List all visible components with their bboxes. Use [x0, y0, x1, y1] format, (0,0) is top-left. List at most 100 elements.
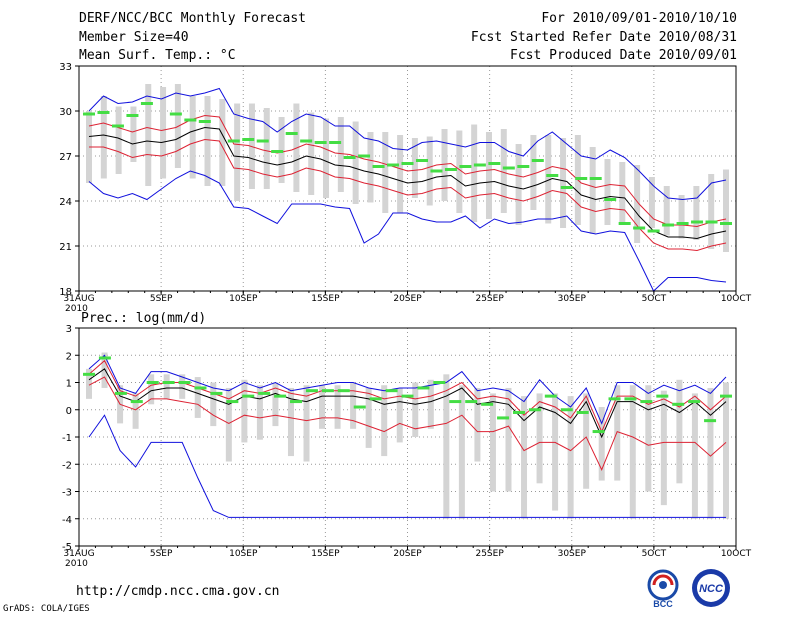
obs-marker	[372, 165, 385, 168]
member-range-bar	[101, 352, 108, 388]
obs-marker	[656, 394, 669, 398]
obs-marker	[444, 168, 457, 171]
obs-marker	[449, 400, 462, 404]
series-line-lower	[88, 376, 727, 471]
member-range-bar	[352, 121, 359, 204]
member-range-bar	[567, 396, 574, 519]
x-tick-label: 10SEP	[229, 294, 258, 304]
obs-marker	[126, 114, 139, 117]
member-range-bar	[691, 393, 698, 519]
obs-marker	[114, 391, 127, 395]
member-range-bar	[337, 117, 344, 192]
member-range-bar	[287, 387, 294, 457]
member-range-bar	[545, 135, 552, 224]
obs-marker	[305, 389, 318, 393]
obs-marker	[560, 186, 573, 189]
member-range-bar	[130, 106, 137, 162]
member-range-bar	[505, 387, 512, 492]
y-tick-label: 1	[66, 379, 72, 390]
obs-marker	[618, 222, 631, 225]
x-tick-label: 15SEP	[311, 549, 340, 559]
obs-marker	[640, 400, 653, 404]
member-range-bar	[708, 174, 715, 249]
obs-marker	[691, 220, 704, 224]
obs-marker	[488, 162, 501, 165]
obs-marker	[321, 389, 334, 393]
obs-marker	[274, 394, 287, 398]
member-range-bar	[381, 385, 388, 457]
obs-marker	[337, 389, 350, 393]
obs-marker	[497, 416, 510, 420]
member-range-bar	[115, 106, 122, 174]
panel-title: Prec.: log(mm/d)	[81, 311, 206, 326]
y-tick-label: 0	[66, 406, 72, 417]
forecast-period: For 2010/09/01-2010/10/10	[541, 11, 737, 26]
obs-marker	[314, 141, 327, 144]
member-range-bar	[189, 96, 196, 179]
obs-marker	[97, 111, 110, 114]
obs-marker	[226, 400, 239, 404]
obs-marker	[130, 400, 143, 404]
series-line-upper	[88, 114, 727, 228]
member-range-bar	[663, 186, 670, 236]
member-range-bar	[163, 374, 170, 399]
member-range-bar	[560, 138, 567, 228]
member-range-bar	[619, 162, 626, 225]
obs-marker	[705, 220, 718, 224]
obs-marker	[633, 226, 646, 230]
y-tick-label: 3	[66, 324, 72, 335]
member-range-bar	[148, 374, 155, 405]
obs-marker	[290, 400, 303, 404]
member-range-bar	[427, 379, 434, 429]
obs-marker	[83, 372, 95, 376]
y-tick-label: 33	[59, 62, 72, 73]
obs-marker	[704, 419, 717, 423]
obs-marker	[178, 381, 191, 384]
member-range-bar	[225, 387, 232, 462]
y-tick-label: 18	[59, 287, 72, 298]
obs-marker	[242, 394, 255, 398]
obs-marker	[300, 139, 313, 143]
member-range-bar	[323, 118, 330, 198]
obs-marker	[343, 156, 356, 159]
x-tick-label: 10OCT	[721, 294, 752, 304]
member-range-bar	[263, 108, 270, 189]
member-range-bar	[589, 147, 596, 234]
obs-marker	[258, 391, 271, 395]
member-range-bar	[179, 374, 186, 399]
footer-url[interactable]: http://cmdp.ncc.cma.gov.cn	[76, 584, 280, 599]
member-range-bar	[634, 165, 641, 243]
member-range-bar	[443, 374, 450, 519]
produced-date: Fcst Produced Date 2010/09/01	[510, 48, 737, 63]
member-range-bar	[145, 84, 152, 186]
x-tick-label: 30SEP	[558, 549, 587, 559]
member-range-bar	[676, 379, 683, 484]
y-tick-label: -5	[62, 542, 72, 553]
member-range-bar	[160, 87, 167, 179]
series-line-lower	[89, 138, 727, 252]
member-range-bar	[219, 99, 226, 186]
x-tick-label: 5OCT	[642, 549, 667, 559]
obs-marker	[676, 222, 689, 225]
y-tick-label: -3	[62, 488, 72, 499]
y-tick-label: -1	[62, 433, 72, 444]
obs-marker	[242, 138, 255, 141]
obs-marker	[162, 381, 175, 384]
obs-marker	[256, 139, 269, 143]
member-range-bar	[515, 144, 522, 225]
member-range-bar	[485, 132, 492, 219]
member-range-bar	[614, 385, 621, 481]
obs-marker	[417, 386, 430, 390]
member-range-bar	[256, 385, 263, 440]
member-range-bar	[272, 382, 279, 427]
member-range-bar	[693, 186, 700, 240]
obs-marker	[83, 112, 95, 116]
member-range-bar	[707, 387, 714, 519]
member-range-bar	[210, 382, 217, 427]
obs-marker	[285, 132, 298, 135]
member-range-bar	[204, 96, 211, 186]
member-range-bar	[598, 407, 605, 481]
obs-marker	[329, 141, 342, 144]
